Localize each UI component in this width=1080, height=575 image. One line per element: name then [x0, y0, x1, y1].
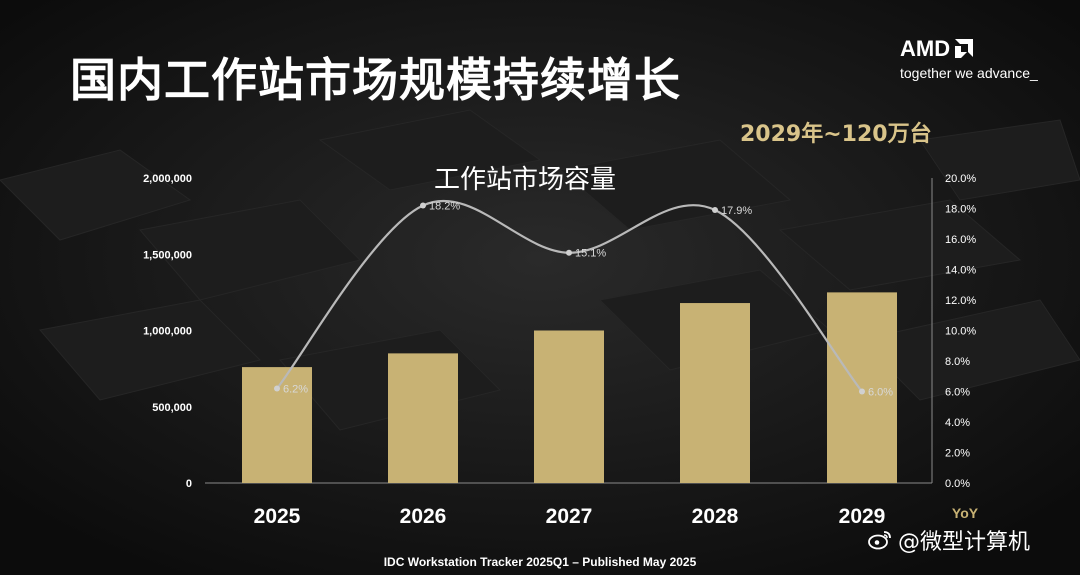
yoy-point-2028: [712, 207, 718, 214]
yoy-data-label: 15.1%: [575, 248, 606, 260]
y2-tick-label: 18.0%: [945, 204, 976, 216]
y2-tick-label: 12.0%: [945, 295, 976, 307]
y2-tick-label: 10.0%: [945, 326, 976, 338]
x-tick-label: 2029: [839, 505, 886, 528]
x-tick-label: 2028: [692, 505, 739, 528]
y2-axis-label: YoY: [952, 505, 979, 521]
y-tick-label: 1,000,000: [143, 326, 192, 338]
bar-2026: [388, 353, 458, 483]
bar-2027: [534, 330, 604, 483]
x-tick-label: 2026: [400, 505, 447, 528]
y2-tick-label: 14.0%: [945, 265, 976, 277]
y-tick-label: 1,500,000: [143, 249, 192, 261]
slide-title: 国内工作站市场规模持续增长: [70, 53, 681, 107]
y2-tick-label: 4.0%: [945, 417, 970, 429]
yoy-point-2025: [274, 385, 280, 392]
y2-tick-label: 6.0%: [945, 387, 970, 399]
yoy-point-2027: [566, 249, 572, 256]
x-tick-label: 2025: [254, 505, 301, 528]
amd-arrow-icon: [955, 39, 974, 58]
amd-logo: AMD together we advance_: [900, 36, 1038, 81]
watermark-text: @微型计算机: [898, 530, 1031, 555]
logo-tagline: together we advance_: [900, 65, 1038, 81]
x-tick-label: 2027: [546, 505, 593, 528]
chart-title: 工作站市场容量: [434, 165, 616, 195]
yoy-point-2026: [420, 202, 426, 209]
y2-tick-label: 20.0%: [945, 173, 976, 185]
yoy-data-label: 18.2%: [429, 200, 460, 212]
source-note: IDC Workstation Tracker 2025Q1 – Publish…: [383, 555, 697, 569]
y2-tick-label: 8.0%: [945, 356, 970, 368]
bar-2028: [680, 303, 750, 483]
y2-tick-label: 0.0%: [945, 478, 970, 490]
forecast-highlight: 2029年~120万台: [740, 122, 932, 147]
watermark: @微型计算机: [868, 524, 1030, 556]
logo-wordmark: AMD: [900, 36, 1038, 62]
y2-tick-label: 2.0%: [945, 448, 970, 460]
bar-2029: [827, 292, 897, 483]
yoy-point-2029: [859, 388, 865, 395]
yoy-data-label: 6.2%: [283, 383, 308, 395]
yoy-data-label: 17.9%: [721, 205, 752, 217]
y2-tick-label: 16.0%: [945, 234, 976, 246]
yoy-data-label: 6.0%: [868, 387, 893, 399]
weibo-icon: [868, 531, 891, 550]
y-tick-label: 2,000,000: [143, 173, 192, 185]
y-tick-label: 0: [186, 478, 192, 490]
logo-brand-text: AMD: [900, 36, 951, 61]
y-tick-label: 500,000: [152, 402, 192, 414]
